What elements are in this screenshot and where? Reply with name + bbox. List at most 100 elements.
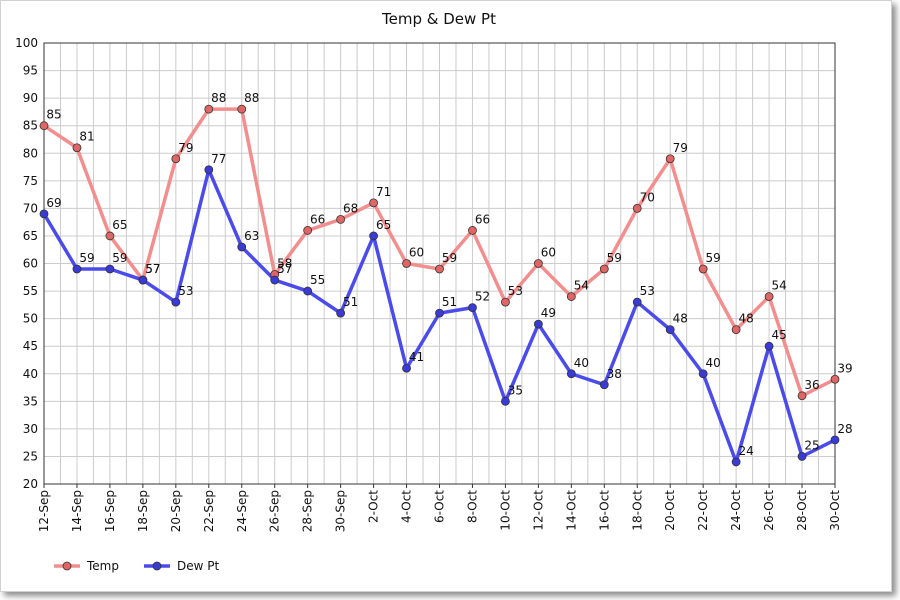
y-tick-label: 20: [23, 477, 38, 491]
data-label-dew-pt: 41: [409, 350, 424, 364]
data-point-temp: [204, 104, 214, 114]
x-tick-label: 22-Sep: [202, 490, 216, 532]
data-point-temp: [632, 203, 642, 213]
data-label-dew-pt: 65: [376, 218, 391, 232]
data-label-dew-pt: 35: [508, 383, 523, 397]
y-tick-label: 55: [23, 284, 38, 298]
y-tick-label: 25: [23, 449, 38, 463]
x-tick-label: 10-Oct: [498, 490, 512, 531]
x-tick-label: 8-Oct: [465, 490, 479, 523]
data-point-dew-pt: [764, 341, 774, 351]
data-label-dew-pt: 48: [673, 312, 688, 326]
data-point-dew-pt: [336, 308, 346, 318]
data-label-dew-pt: 77: [211, 152, 226, 166]
y-tick-label: 90: [23, 91, 38, 105]
x-tick-label: 20-Oct: [663, 490, 677, 531]
data-label-temp: 54: [771, 279, 786, 293]
x-tick-label: 16-Oct: [597, 490, 611, 531]
chart-title: Temp & Dew Pt: [381, 10, 496, 28]
legend-label-dew-pt: Dew Pt: [177, 559, 219, 573]
y-tick-label: 30: [23, 422, 38, 436]
x-tick-label: 28-Oct: [795, 490, 809, 531]
data-point-dew-pt: [369, 231, 378, 241]
data-label-dew-pt: 69: [46, 196, 61, 210]
x-tick-label: 12-Oct: [531, 490, 545, 531]
data-label-temp: 81: [79, 130, 94, 144]
data-point-dew-pt: [599, 380, 609, 390]
data-point-dew-pt: [138, 275, 148, 285]
data-label-dew-pt: 52: [475, 290, 490, 304]
data-label-temp: 58: [277, 257, 292, 271]
data-point-dew-pt: [435, 308, 444, 318]
data-point-temp: [665, 154, 675, 164]
data-label-dew-pt: 24: [738, 444, 753, 458]
data-label-temp: 60: [409, 246, 424, 260]
y-tick-label: 75: [23, 174, 38, 188]
data-label-temp: 54: [574, 279, 589, 293]
data-label-temp: 53: [508, 284, 523, 298]
x-tick-label: 16-Sep: [103, 490, 117, 532]
data-point-dew-pt: [237, 242, 247, 252]
data-point-dew-pt: [698, 369, 708, 379]
x-tick-label: 6-Oct: [433, 490, 447, 523]
x-tick-label: 24-Sep: [235, 490, 249, 532]
data-point-dew-pt: [171, 297, 181, 307]
legend: Temp Dew Pt: [54, 559, 219, 573]
data-point-temp: [764, 292, 774, 301]
data-label-dew-pt: 25: [804, 438, 819, 452]
data-label-dew-pt: 40: [706, 356, 721, 370]
data-point-dew-pt: [566, 369, 576, 379]
data-point-temp: [369, 198, 378, 208]
y-tick-label: 100: [15, 36, 38, 50]
y-tick-label: 95: [23, 64, 38, 78]
data-label-dew-pt: 59: [79, 251, 94, 265]
data-label-dew-pt: 57: [145, 262, 160, 276]
data-point-temp: [303, 226, 313, 235]
data-point-dew-pt: [204, 165, 214, 175]
x-tick-label: 18-Oct: [630, 490, 644, 531]
data-label-temp: 70: [640, 190, 655, 204]
y-tick-label: 70: [23, 201, 38, 215]
y-tick-label: 35: [23, 394, 38, 408]
data-label-temp: 48: [738, 312, 753, 326]
data-label-temp: 88: [211, 91, 226, 105]
data-point-temp: [533, 259, 543, 268]
y-axis: 20 25 30 35 40 45 50 55 60 65 70 75 80 85 90 95 100: [15, 36, 38, 491]
x-tick-label: 18-Sep: [136, 490, 150, 532]
data-point-temp: [237, 104, 247, 114]
data-point-dew-pt: [72, 264, 82, 274]
data-label-dew-pt: 63: [244, 229, 259, 243]
x-tick-label: 30-Oct: [828, 490, 842, 531]
data-label-temp: 39: [837, 361, 852, 375]
x-tick-label: 30-Sep: [334, 490, 348, 532]
data-label-temp: 65: [112, 218, 127, 232]
x-tick-label: 22-Oct: [696, 490, 710, 531]
x-tick-label: 12-Sep: [37, 490, 51, 532]
data-label-dew-pt: 40: [574, 356, 589, 370]
data-label-dew-pt: 38: [607, 367, 622, 381]
data-point-temp: [402, 259, 411, 268]
data-point-temp: [105, 231, 115, 241]
data-point-temp: [39, 121, 49, 131]
data-point-dew-pt: [270, 275, 280, 285]
data-point-temp: [566, 292, 576, 301]
y-tick-label: 40: [23, 367, 38, 381]
data-label-temp: 57: [145, 262, 160, 276]
data-label-temp: 59: [706, 251, 721, 265]
data-point-temp: [468, 226, 477, 235]
data-point-dew-pt: [632, 297, 642, 307]
data-label-dew-pt: 57: [277, 262, 292, 276]
x-tick-label: 26-Sep: [268, 490, 282, 532]
data-label-temp: 36: [804, 378, 819, 392]
x-tick-label: 14-Sep: [70, 490, 84, 532]
data-point-temp: [731, 325, 741, 335]
data-label-dew-pt: 53: [178, 284, 193, 298]
y-tick-label: 80: [23, 146, 38, 160]
data-label-dew-pt: 28: [837, 422, 852, 436]
data-point-temp: [72, 143, 82, 153]
data-label-dew-pt: 45: [771, 328, 786, 342]
chart-frame: [0, 0, 892, 592]
y-tick-label: 85: [23, 119, 38, 133]
data-point-temp: [336, 214, 346, 224]
legend-marker-dew-pt: [152, 561, 162, 571]
